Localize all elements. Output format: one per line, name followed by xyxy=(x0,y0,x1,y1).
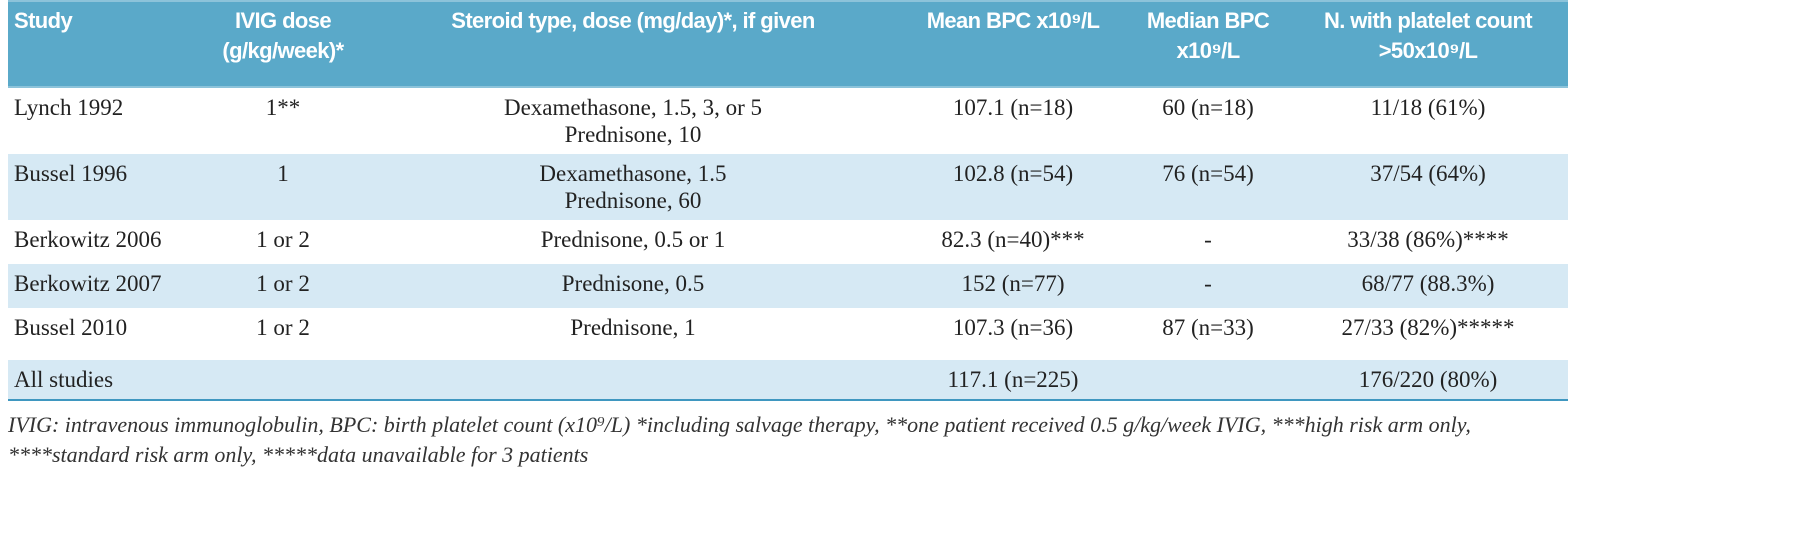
cell-steroid: Dexamethasone, 1.5 Prednisone, 60 xyxy=(368,154,898,220)
cell-ivig-dose xyxy=(198,360,368,401)
cell-mean-bpc: 107.3 (n=36) xyxy=(952,315,1074,340)
table-row: Berkowitz 2007 1 or 2 Prednisone, 0.5 152 (… xyxy=(8,264,1568,308)
cell-study: All studies xyxy=(8,360,198,401)
cell-study: Bussel 2010 xyxy=(14,315,128,340)
table-footnote: IVIG: intravenous immunoglobulin, BPC: b… xyxy=(8,412,1471,467)
cell-n-platelet: 11/18 (61%) xyxy=(1370,95,1486,120)
cell-n-platelet: 33/38 (86%)**** xyxy=(1347,227,1509,252)
cell-median-bpc xyxy=(1128,360,1288,401)
cell-ivig-dose: 1 or 2 xyxy=(198,264,368,308)
steroid-line: Prednisone, 1 xyxy=(570,315,696,340)
cell-mean-bpc: 107.1 (n=18) xyxy=(952,95,1074,120)
table-row: Bussel 2010 1 or 2 Prednisone, 1 107.3 (n=3… xyxy=(8,308,1568,360)
steroid-line: Prednisone, 0.5 or 1 xyxy=(540,227,726,252)
cell-median-bpc: 76 (n=54) xyxy=(1128,154,1288,220)
steroid-line: Prednisone, 0.5 xyxy=(561,271,705,296)
cell-ivig-dose: 1** xyxy=(265,95,301,120)
table-row: All studies 117.1 (n=225) 176/220 (80%) xyxy=(8,360,1568,401)
cell-mean-bpc: 152 (n=77) xyxy=(898,264,1128,308)
cell-mean-bpc: 82.3 (n=40)*** xyxy=(941,227,1085,252)
header-ivig-dose: IVIG dose (g/kg/week)* xyxy=(198,0,368,88)
cell-median-bpc: 60 (n=18) xyxy=(1162,95,1254,120)
header-study: Study xyxy=(8,0,198,88)
cell-study: Bussel 1996 xyxy=(8,154,198,220)
header-n-platelet: N. with platelet count >50x10⁹/L xyxy=(1288,0,1568,88)
cell-median-bpc: - xyxy=(1128,264,1288,308)
cell-steroid: Prednisone, 0.5 xyxy=(368,264,898,308)
table-row: Bussel 1996 1 Dexamethasone, 1.5 Prednisone… xyxy=(8,154,1568,220)
steroid-line: Prednisone, 60 xyxy=(564,188,702,213)
cell-steroid xyxy=(368,360,898,401)
steroid-line: Dexamethasone, 1.5 xyxy=(539,161,727,186)
results-table: Study IVIG dose (g/kg/week)* Steroid typ… xyxy=(8,0,1568,401)
header-steroid: Steroid type, dose (mg/day)*, if given xyxy=(368,0,898,88)
cell-study: Berkowitz 2006 xyxy=(14,227,162,252)
cell-steroid: Prednisone, 0.5 or 1 xyxy=(368,220,898,264)
cell-n-platelet: 27/33 (82%)***** xyxy=(1341,315,1515,340)
cell-steroid: Prednisone, 1 xyxy=(368,308,898,360)
steroid-line: Dexamethasone, 1.5, 3, or 5 xyxy=(503,95,763,120)
cell-n-platelet: 68/77 (88.3%) xyxy=(1288,264,1568,308)
cell-study: Lynch 1992 xyxy=(14,95,124,120)
cell-steroid: Dexamethasone, 1.5, 3, or 5 Prednisone, 1… xyxy=(368,87,898,154)
cell-median-bpc: 87 (n=33) xyxy=(1162,315,1254,340)
cell-study: Berkowitz 2007 xyxy=(8,264,198,308)
cell-ivig-dose: 1 xyxy=(198,154,368,220)
cell-mean-bpc: 102.8 (n=54) xyxy=(898,154,1128,220)
header-row: Study IVIG dose (g/kg/week)* Steroid typ… xyxy=(8,0,1568,88)
cell-mean-bpc: 117.1 (n=225) xyxy=(898,360,1128,401)
steroid-line: Prednisone, 10 xyxy=(564,122,702,147)
header-median-bpc: Median BPC x10⁹/L xyxy=(1128,0,1288,88)
results-table-container: Study IVIG dose (g/kg/week)* Steroid typ… xyxy=(8,0,1568,401)
cell-median-bpc: - xyxy=(1204,227,1212,252)
cell-ivig-dose: 1 or 2 xyxy=(256,227,310,252)
header-mean-bpc: Mean BPC x10⁹/L xyxy=(898,0,1128,88)
table-row: Lynch 1992 1** Dexamethasone, 1.5, 3, or 5… xyxy=(8,87,1568,154)
table-row: Berkowitz 2006 1 or 2 Prednisone, 0.5 or 1… xyxy=(8,220,1568,264)
cell-n-platelet: 37/54 (64%) xyxy=(1288,154,1568,220)
cell-ivig-dose: 1 or 2 xyxy=(256,315,310,340)
cell-n-platelet: 176/220 (80%) xyxy=(1288,360,1568,401)
